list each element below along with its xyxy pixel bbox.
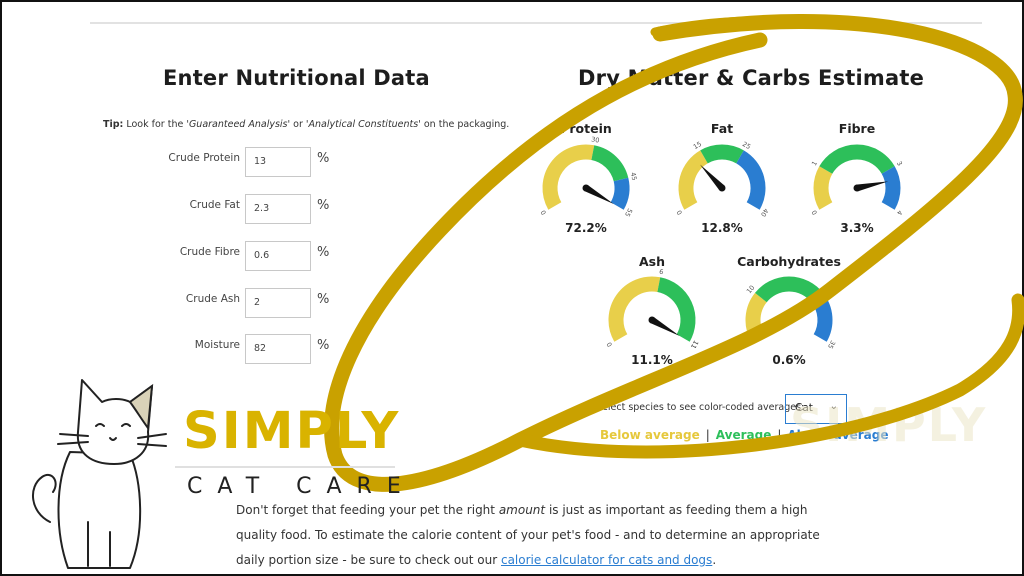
legend-separator: | <box>777 428 782 442</box>
gauge-tick-label: 0 <box>605 341 614 349</box>
gauge-band-average <box>656 277 696 342</box>
gauge-band-below <box>745 292 767 342</box>
brand-watermark-name: SIMPLY <box>790 398 988 452</box>
field-label: Crude Fat <box>189 199 240 211</box>
tip-part: Look for the <box>123 119 187 130</box>
field-label: Crude Ash <box>185 293 240 305</box>
gauge-tick-label: 0 <box>810 209 819 217</box>
gauge-label-carbohydrates: Carbohydrates <box>737 254 841 269</box>
gauge-needle <box>856 181 889 192</box>
gauge-value-carbohydrates: 0.6% <box>772 353 806 367</box>
field-row-ash: Crude Ash 2 % <box>130 288 340 320</box>
field-label: Moisture <box>194 339 240 351</box>
paragraph-text: Don't forget that feeding your pet the r… <box>236 503 499 517</box>
field-label: Crude Protein <box>168 152 240 164</box>
gauge-value-protein: 72.2% <box>565 221 607 235</box>
paragraph-text: . <box>712 553 717 567</box>
gauge-tick-label: 55 <box>623 207 634 218</box>
gauge-band-above <box>811 292 833 342</box>
crude-fibre-input[interactable]: 0.6 <box>245 241 311 271</box>
gauge-tick-label: 30 <box>590 135 600 144</box>
field-row-moisture: Moisture 82 % <box>130 334 340 366</box>
gauge-tick-label: 15 <box>692 140 703 151</box>
moisture-input[interactable]: 82 <box>245 334 311 364</box>
tip-analytical-constituents: 'Analytical Constituents' <box>305 119 421 130</box>
legend-separator: | <box>705 428 710 442</box>
gauge-needle-hub <box>785 316 793 324</box>
gauge-band-below <box>678 150 709 210</box>
gauge-band-above <box>610 177 630 210</box>
gauge-band-average <box>819 144 895 175</box>
gauge-tick-label: 45 <box>629 171 639 181</box>
gauge-label-protein: Protein <box>560 121 612 136</box>
tip-part: or <box>290 119 306 130</box>
gauge-tick-label: 11 <box>689 339 700 350</box>
gauge-needle-hub <box>853 184 861 192</box>
gauge-tick-label: 1 <box>810 160 819 168</box>
gauge-tick-label: 40 <box>759 207 770 218</box>
percent-unit: % <box>317 245 330 260</box>
gauge-label-ash: Ash <box>638 254 665 269</box>
gauge-label-fat: Fat <box>710 121 734 136</box>
percent-unit: % <box>317 338 330 353</box>
field-label: Crude Fibre <box>179 246 240 258</box>
field-row-fibre: Crude Fibre 0.6 % <box>130 241 340 273</box>
gauge-tick-label: 25 <box>741 140 752 151</box>
brand-divider <box>175 466 395 468</box>
tip-label: Tip: <box>103 119 124 130</box>
gauge-value-fibre: 3.3% <box>840 221 874 235</box>
gauge-band-average <box>590 145 629 182</box>
gauge-tick-label: 4 <box>895 209 904 217</box>
brand-tagline: CAT CARE <box>187 474 416 499</box>
gauge-tick-label: 35 <box>826 339 837 350</box>
legend-average: Average <box>715 428 772 442</box>
percent-unit: % <box>317 292 330 307</box>
tip-guaranteed-analysis: 'Guaranteed Analysis' <box>186 119 291 130</box>
gauge-band-above <box>735 150 766 210</box>
gauge-band-below <box>608 276 661 342</box>
gauge-band-average <box>754 276 824 303</box>
crude-fat-input[interactable]: 2.3 <box>245 194 311 224</box>
field-row-fat: Crude Fat 2.3 % <box>130 194 340 226</box>
gauge-tick-label: 6 <box>658 268 664 277</box>
gauge-needle-hub <box>648 316 656 324</box>
percent-unit: % <box>317 151 330 166</box>
crude-protein-input[interactable]: 13 <box>245 147 311 177</box>
gauge-band-average <box>700 144 744 164</box>
paragraph-emphasis: amount <box>498 503 546 517</box>
percent-unit: % <box>317 198 330 213</box>
gauge-band-below <box>542 144 595 210</box>
field-row-protein: Crude Protein 13 % <box>130 147 340 179</box>
gauge-tick-label: 3 <box>895 160 904 168</box>
gauge-needle-hub <box>718 184 726 192</box>
brand-name: SIMPLY <box>183 402 401 461</box>
paragraph-text: is just as important as feeding them a h… <box>236 503 820 567</box>
gauge-needle-hub <box>582 184 590 192</box>
cat-illustration <box>31 379 167 569</box>
nutritional-data-title: Enter Nutritional Data <box>163 66 430 90</box>
top-divider <box>90 22 982 24</box>
crude-ash-input[interactable]: 2 <box>245 288 311 318</box>
dry-matter-title: Dry Matter & Carbs Estimate <box>578 66 925 90</box>
gauge-band-above <box>881 166 901 210</box>
gauge-tick-label: 0 <box>742 341 751 349</box>
species-select-label: Select species to see color-coded averag… <box>596 402 805 413</box>
gauge-label-fibre: Fibre <box>838 121 876 136</box>
legend-below-average: Below average <box>600 428 700 442</box>
gauge-value-fat: 12.8% <box>701 221 743 235</box>
calorie-calculator-link[interactable]: calorie calculator for cats and dogs <box>500 553 713 567</box>
calorie-note-paragraph: Don't forget that feeding your pet the r… <box>236 498 836 573</box>
gauge-value-ash: 11.1% <box>631 353 673 367</box>
gauge-tick-label: 0 <box>675 209 684 217</box>
tip-part: on the packaging. <box>420 119 510 130</box>
gauge-band-below <box>813 166 833 210</box>
tip-text: Tip: Look for the 'Guaranteed Analysis' … <box>103 119 509 130</box>
gauge-tick-label: 0 <box>539 209 548 217</box>
